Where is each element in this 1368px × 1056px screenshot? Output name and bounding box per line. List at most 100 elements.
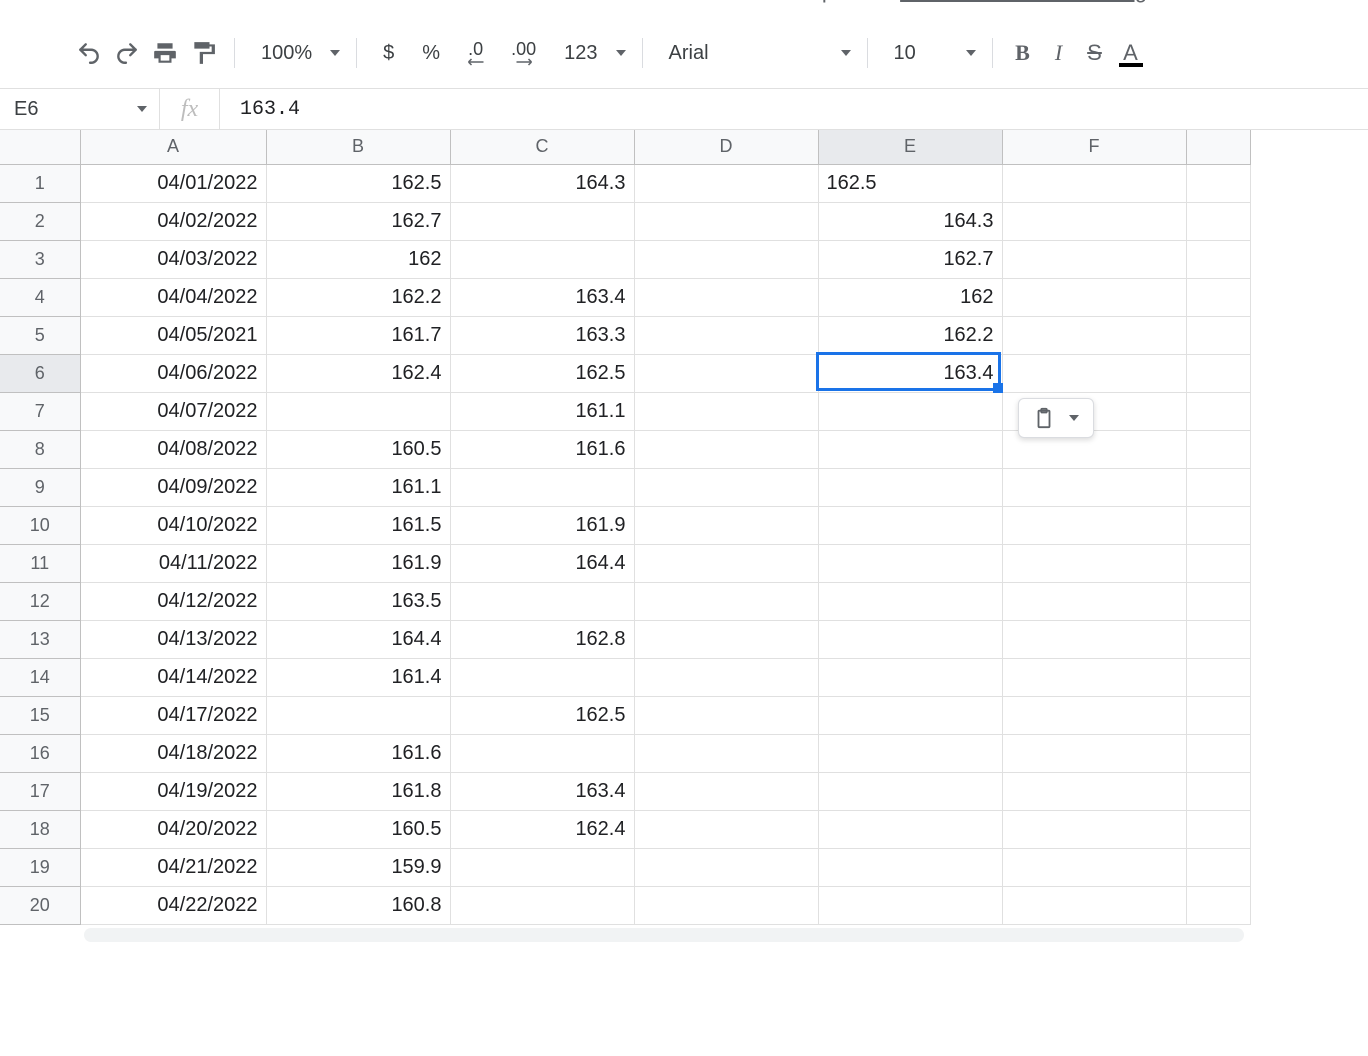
cell[interactable] xyxy=(1186,202,1250,240)
cell[interactable] xyxy=(818,468,1002,506)
cell[interactable]: 163.4 xyxy=(818,354,1002,392)
cell[interactable] xyxy=(818,620,1002,658)
row-header[interactable]: 15 xyxy=(0,696,80,734)
cell[interactable]: 164.3 xyxy=(450,164,634,202)
bold-button[interactable]: B xyxy=(1005,35,1041,71)
cell[interactable]: 159.9 xyxy=(266,848,450,886)
row-header[interactable]: 19 xyxy=(0,848,80,886)
increase-decimal-button[interactable]: .00 xyxy=(497,35,550,71)
cell[interactable]: 160.8 xyxy=(266,886,450,924)
redo-button[interactable] xyxy=(108,35,146,71)
cell[interactable] xyxy=(818,772,1002,810)
cell[interactable] xyxy=(634,848,818,886)
cell[interactable] xyxy=(634,240,818,278)
cell[interactable] xyxy=(1002,468,1186,506)
font-size-dropdown[interactable]: 10 xyxy=(880,35,980,71)
cell[interactable]: 161.4 xyxy=(266,658,450,696)
cell[interactable]: 164.4 xyxy=(266,620,450,658)
italic-button[interactable]: I xyxy=(1041,35,1077,71)
font-family-dropdown[interactable]: Arial xyxy=(655,35,855,71)
column-header[interactable] xyxy=(1186,130,1250,164)
cell[interactable]: 162.2 xyxy=(266,278,450,316)
strikethrough-button[interactable]: S xyxy=(1077,35,1113,71)
cell[interactable]: 04/20/2022 xyxy=(80,810,266,848)
cell[interactable] xyxy=(634,278,818,316)
cell[interactable] xyxy=(1186,240,1250,278)
cell[interactable] xyxy=(1002,506,1186,544)
cell[interactable] xyxy=(1002,354,1186,392)
row-header[interactable]: 8 xyxy=(0,430,80,468)
cell[interactable] xyxy=(1186,848,1250,886)
cell[interactable] xyxy=(1002,886,1186,924)
row-header[interactable]: 6 xyxy=(0,354,80,392)
row-header[interactable]: 18 xyxy=(0,810,80,848)
row-header[interactable]: 13 xyxy=(0,620,80,658)
cell[interactable]: 04/08/2022 xyxy=(80,430,266,468)
cell[interactable]: 163.4 xyxy=(450,772,634,810)
more-formats-dropdown[interactable]: 123 xyxy=(550,35,629,71)
cell[interactable]: 04/07/2022 xyxy=(80,392,266,430)
cell[interactable]: 164.4 xyxy=(450,544,634,582)
cell[interactable]: 161.1 xyxy=(266,468,450,506)
cell[interactable] xyxy=(634,506,818,544)
horizontal-scrollbar[interactable] xyxy=(84,928,1244,942)
cell[interactable] xyxy=(450,468,634,506)
cell[interactable] xyxy=(1186,354,1250,392)
row-header[interactable]: 4 xyxy=(0,278,80,316)
row-header[interactable]: 17 xyxy=(0,772,80,810)
zoom-dropdown[interactable]: 100% xyxy=(247,35,344,71)
cell[interactable] xyxy=(1002,620,1186,658)
cell[interactable] xyxy=(1186,544,1250,582)
cell[interactable] xyxy=(818,848,1002,886)
cell[interactable] xyxy=(1186,278,1250,316)
cell[interactable]: 04/04/2022 xyxy=(80,278,266,316)
cell[interactable]: 04/06/2022 xyxy=(80,354,266,392)
spreadsheet-grid[interactable]: ABCDEF104/01/2022162.5164.3162.5204/02/2… xyxy=(0,130,1368,925)
cell[interactable]: 162.5 xyxy=(818,164,1002,202)
menu-tools[interactable]: Tools xyxy=(578,0,629,4)
cell[interactable] xyxy=(1002,848,1186,886)
cell[interactable]: 161.9 xyxy=(266,544,450,582)
cell[interactable]: 162.5 xyxy=(450,354,634,392)
cell[interactable] xyxy=(1186,468,1250,506)
row-header[interactable]: 20 xyxy=(0,886,80,924)
cell[interactable] xyxy=(818,430,1002,468)
cell[interactable] xyxy=(1002,810,1186,848)
cell[interactable] xyxy=(1186,164,1250,202)
cell[interactable] xyxy=(634,544,818,582)
menu-format[interactable]: Format xyxy=(410,0,480,4)
text-color-button[interactable]: A xyxy=(1113,35,1149,71)
menu-file[interactable]: File xyxy=(130,0,165,4)
cell[interactable]: 04/05/2021 xyxy=(80,316,266,354)
cell[interactable] xyxy=(1002,658,1186,696)
cell[interactable] xyxy=(1186,658,1250,696)
cell[interactable] xyxy=(818,886,1002,924)
cell[interactable]: 04/12/2022 xyxy=(80,582,266,620)
cell[interactable] xyxy=(1002,278,1186,316)
cell[interactable]: 161.6 xyxy=(450,430,634,468)
cell[interactable]: 04/09/2022 xyxy=(80,468,266,506)
cell[interactable] xyxy=(450,582,634,620)
cell[interactable] xyxy=(1186,886,1250,924)
cell[interactable] xyxy=(450,658,634,696)
cell[interactable] xyxy=(1002,696,1186,734)
column-header[interactable]: E xyxy=(818,130,1002,164)
cell[interactable] xyxy=(1186,620,1250,658)
cell[interactable]: 161.9 xyxy=(450,506,634,544)
paint-format-button[interactable] xyxy=(184,35,222,71)
column-header[interactable]: D xyxy=(634,130,818,164)
cell[interactable] xyxy=(634,886,818,924)
cell[interactable] xyxy=(634,696,818,734)
cell[interactable]: 161.5 xyxy=(266,506,450,544)
cell[interactable] xyxy=(634,582,818,620)
cell[interactable] xyxy=(450,240,634,278)
cell[interactable] xyxy=(1002,164,1186,202)
row-header[interactable]: 11 xyxy=(0,544,80,582)
cell[interactable] xyxy=(1186,506,1250,544)
cell[interactable] xyxy=(1002,772,1186,810)
cell[interactable] xyxy=(266,392,450,430)
cell[interactable]: 04/01/2022 xyxy=(80,164,266,202)
last-edit-link[interactable]: Last edit was seconds ag xyxy=(900,0,1147,4)
format-currency-button[interactable]: $ xyxy=(369,35,408,71)
cell[interactable] xyxy=(1002,240,1186,278)
